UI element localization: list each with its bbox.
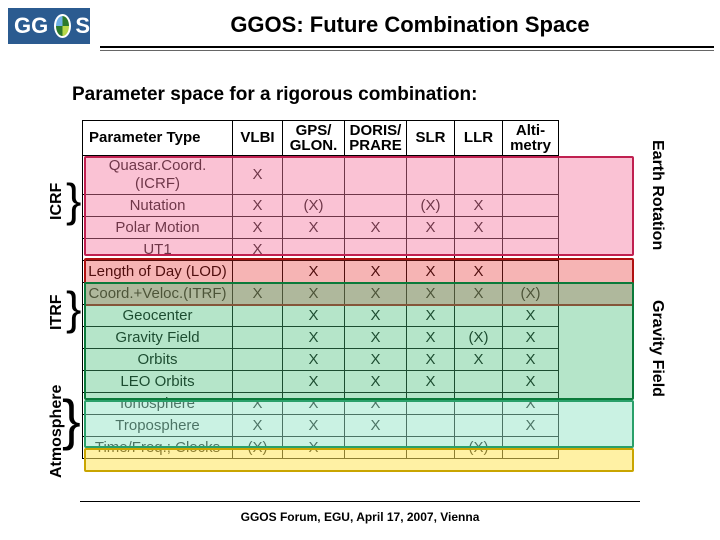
overlay-gravity-green (84, 282, 634, 400)
label-icrf: ICRF (48, 183, 66, 220)
header: GG S GGOS: Future Combination Space (0, 0, 720, 54)
page-title: GGOS: Future Combination Space (130, 12, 690, 38)
label-itrf: ITRF (48, 294, 66, 330)
ggos-logo: GG S (6, 6, 92, 46)
col-gps: GPS/ GLON. (283, 121, 345, 156)
overlay-icrf-pink (84, 156, 634, 256)
globe-icon (54, 14, 71, 38)
logo-text-s: S (75, 13, 90, 39)
header-rule-2 (100, 50, 714, 51)
col-alti: Alti-metry (503, 121, 559, 156)
logo-text: GG (14, 13, 48, 39)
col-slr: SLR (407, 121, 455, 156)
col-doris: DORIS/ PRARE (345, 121, 407, 156)
footer-rule (80, 501, 640, 502)
overlay-atmo-mint (84, 400, 634, 448)
label-gravity-field: Gravity Field (648, 300, 666, 397)
col-param-type: Parameter Type (83, 121, 233, 156)
footer-text: GGOS Forum, EGU, April 17, 2007, Vienna (0, 510, 720, 524)
header-rule-1 (100, 46, 714, 48)
label-atmosphere: Atmosphere (48, 385, 66, 478)
col-vlbi: VLBI (233, 121, 283, 156)
col-llr: LLR (455, 121, 503, 156)
table-header-row: Parameter Type VLBI GPS/ GLON. DORIS/ PR… (83, 121, 559, 156)
label-earth-rotation: Earth Rotation (648, 140, 666, 250)
subtitle: Parameter space for a rigorous combinati… (72, 84, 477, 106)
overlay-clock-yellow (84, 448, 634, 472)
